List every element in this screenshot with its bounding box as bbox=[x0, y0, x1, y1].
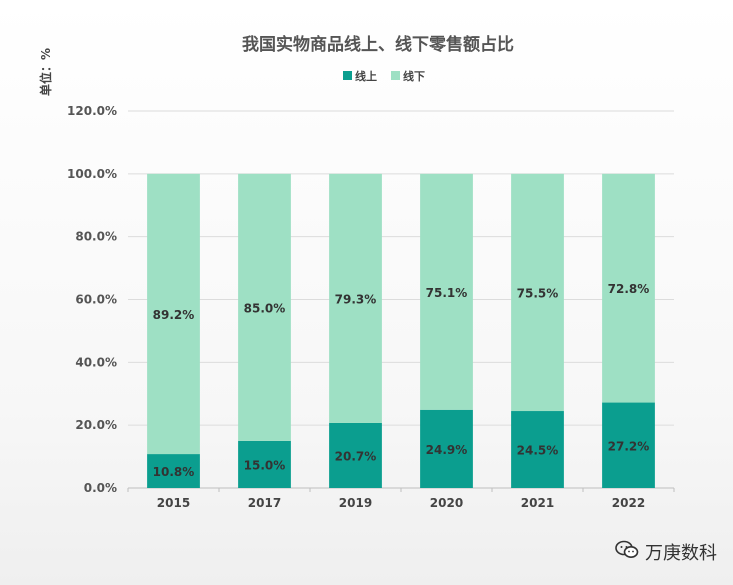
x-tick-label: 2022 bbox=[612, 496, 645, 510]
y-tick-label: 40.0% bbox=[75, 355, 117, 369]
bar-offline-2017 bbox=[238, 173, 291, 441]
bar-online-2015 bbox=[147, 454, 200, 488]
bar-online-2020 bbox=[420, 409, 473, 488]
data-label: 20.7% bbox=[335, 449, 377, 463]
bar-online-2022 bbox=[602, 402, 655, 488]
x-tick-label: 2021 bbox=[521, 496, 554, 510]
x-tick-label: 2019 bbox=[339, 496, 372, 510]
y-tick-label: 80.0% bbox=[75, 230, 117, 244]
bar-online-2019 bbox=[329, 422, 382, 488]
bar-offline-2021 bbox=[511, 173, 564, 412]
data-label: 24.9% bbox=[426, 443, 468, 457]
data-label: 75.1% bbox=[426, 286, 468, 300]
bar-online-2017 bbox=[238, 440, 291, 488]
legend-label-0: 线上 bbox=[355, 69, 377, 83]
data-label: 89.2% bbox=[153, 308, 195, 322]
y-axis: 0.0% 20.0% 40.0% 60.0% 80.0% 100.0% 120.0% bbox=[67, 104, 117, 495]
data-label: 79.3% bbox=[335, 292, 377, 306]
gridlines bbox=[128, 110, 674, 489]
data-label: 10.8% bbox=[153, 465, 195, 479]
x-tick-label: 2020 bbox=[430, 496, 463, 510]
bar-offline-2015 bbox=[147, 173, 200, 455]
x-tick-label: 2015 bbox=[157, 496, 190, 510]
data-label: 24.5% bbox=[517, 444, 559, 458]
bar-offline-2019 bbox=[329, 173, 382, 423]
bar-offline-2020 bbox=[420, 173, 473, 410]
legend-swatch-0 bbox=[343, 71, 352, 80]
x-tick-label: 2017 bbox=[248, 496, 281, 510]
chart-title: 我国实物商品线上、线下零售额占比 bbox=[242, 34, 514, 55]
x-axis: 2015 2017 2019 2020 2021 2022 bbox=[127, 488, 675, 510]
y-tick-label: 60.0% bbox=[75, 293, 117, 307]
unit-label: 单位：% bbox=[38, 48, 53, 96]
bars: 10.8% 89.2% 15.0% 85.0% 20.7% 79.3% 24.9% 75.1%… bbox=[147, 173, 655, 488]
wechat-icon bbox=[615, 540, 639, 565]
y-tick-label: 100.0% bbox=[67, 167, 117, 181]
y-tick-label: 0.0% bbox=[84, 481, 117, 495]
data-label: 27.2% bbox=[608, 439, 650, 453]
legend-swatch-1 bbox=[391, 71, 400, 80]
y-tick-label: 20.0% bbox=[75, 418, 117, 432]
legend-label-1: 线下 bbox=[403, 69, 425, 83]
bar-online-2021 bbox=[511, 411, 564, 488]
data-label: 75.5% bbox=[517, 286, 559, 300]
watermark-text: 万庚数科 bbox=[645, 543, 717, 564]
y-tick-label: 120.0% bbox=[67, 104, 117, 118]
legend: 线上 线下 bbox=[343, 69, 425, 83]
watermark: 万庚数科 bbox=[615, 539, 717, 565]
data-label: 85.0% bbox=[244, 301, 286, 315]
bar-offline-2022 bbox=[602, 173, 655, 403]
data-label: 72.8% bbox=[608, 282, 650, 296]
data-label: 15.0% bbox=[244, 458, 286, 472]
